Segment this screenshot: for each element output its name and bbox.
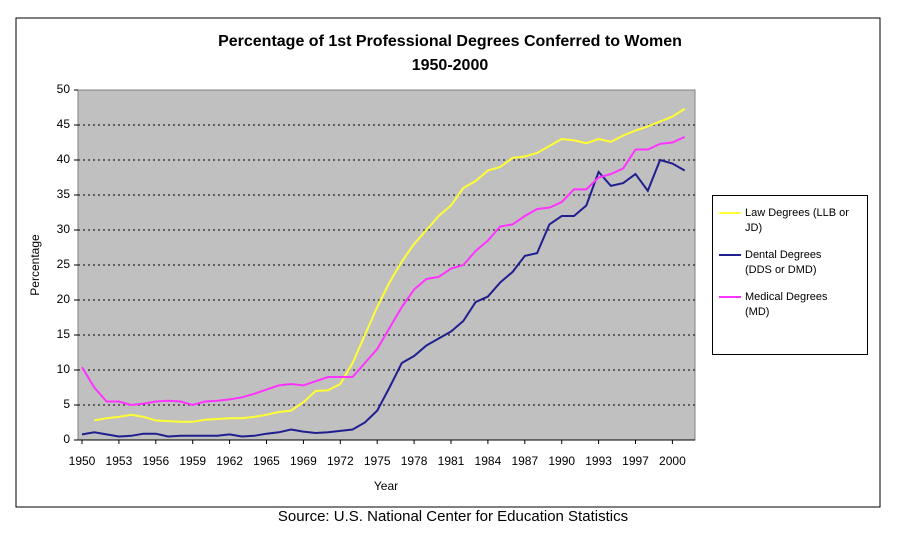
x-tick-label: 1959 <box>179 454 206 468</box>
legend: Law Degrees (LLB or JD) Dental Degrees (D… <box>712 195 868 355</box>
legend-swatch <box>719 296 741 298</box>
legend-item: Dental Degrees (DDS or DMD) <box>719 248 861 278</box>
plot-area <box>77 89 696 441</box>
legend-label: Medical Degrees (MD) <box>745 291 828 318</box>
y-axis-label: Percentage <box>28 234 42 296</box>
x-tick-label: 1972 <box>327 454 354 468</box>
series-line <box>81 158 686 438</box>
y-tick-label: 25 <box>57 257 71 271</box>
x-tick-label: 1965 <box>253 454 280 468</box>
legend-label: Law Degrees (LLB or JD) <box>745 207 849 234</box>
source-note: Source: U.S. National Center for Educati… <box>277 508 629 525</box>
x-tick-label: 1969 <box>290 454 317 468</box>
y-tick-label: 10 <box>57 362 71 376</box>
x-tick-label: 1997 <box>622 454 649 468</box>
x-tick-label: 2000 <box>659 454 686 468</box>
y-tick-label: 5 <box>63 397 70 411</box>
series-line <box>81 135 686 407</box>
y-tick-label: 40 <box>57 152 71 166</box>
legend-item: Law Degrees (LLB or JD) <box>719 206 861 236</box>
y-tick-label: 20 <box>57 292 71 306</box>
x-tick-label: 1962 <box>216 454 243 468</box>
x-tick-label: 1950 <box>69 454 96 468</box>
x-tick-label: 1993 <box>585 454 612 468</box>
x-tick-label: 1990 <box>548 454 575 468</box>
x-tick-label: 1981 <box>438 454 465 468</box>
legend-item: Medical Degrees (MD) <box>719 290 861 320</box>
x-tick-label: 1987 <box>511 454 538 468</box>
legend-swatch <box>719 212 741 214</box>
x-tick-label: 1953 <box>106 454 133 468</box>
x-tick-label: 1956 <box>142 454 169 468</box>
x-tick-label: 1984 <box>475 454 502 468</box>
y-tick-label: 15 <box>57 327 71 341</box>
x-axis-label: Year <box>374 479 398 493</box>
y-tick-label: 35 <box>57 187 71 201</box>
x-tick-label: 1978 <box>401 454 428 468</box>
y-tick-label: 50 <box>57 82 71 96</box>
y-tick-label: 45 <box>57 117 71 131</box>
y-tick-label: 0 <box>63 432 70 446</box>
legend-label: Dental Degrees (DDS or DMD) <box>745 249 822 276</box>
y-tick-label: 30 <box>57 222 71 236</box>
legend-swatch <box>719 254 741 256</box>
series-line <box>94 108 686 423</box>
chart-title: Percentage of 1st Professional Degrees C… <box>218 33 682 50</box>
chart-subtitle: 1950-2000 <box>412 57 489 74</box>
x-tick-label: 1975 <box>364 454 391 468</box>
